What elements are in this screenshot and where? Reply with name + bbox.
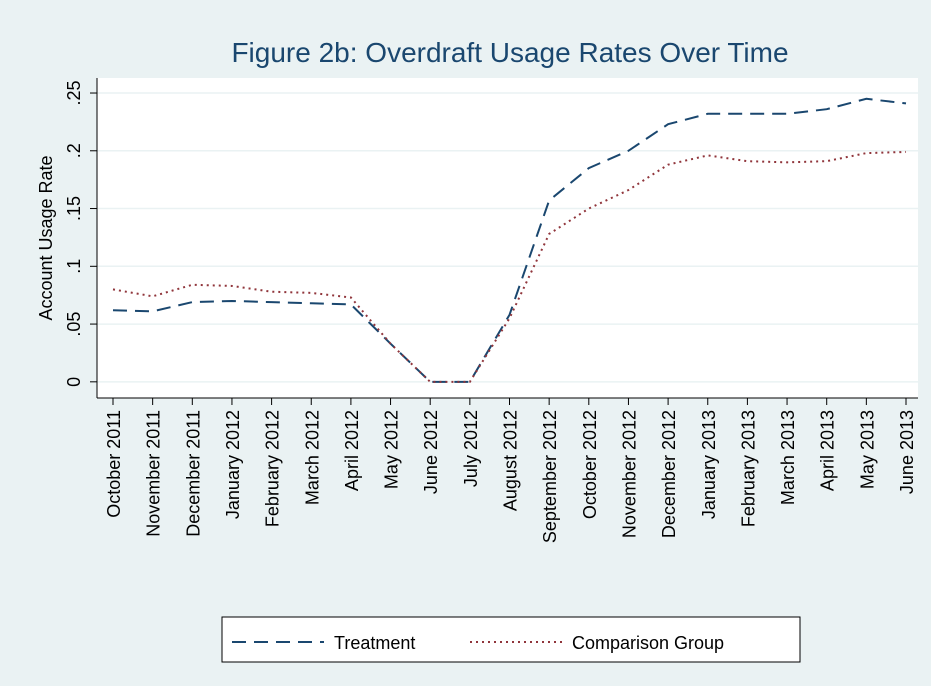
y-axis-label: Account Usage Rate — [36, 155, 56, 320]
y-tick-label: .15 — [64, 196, 84, 221]
x-tick-label: May 2012 — [382, 410, 402, 489]
y-tick-label: .2 — [64, 143, 84, 158]
x-tick-label: September 2012 — [540, 410, 560, 543]
x-tick-label: December 2011 — [183, 410, 203, 537]
y-tick-label: .25 — [64, 81, 84, 106]
legend-label: Comparison Group — [572, 633, 724, 653]
y-tick-label: .1 — [64, 259, 84, 274]
x-tick-label: March 2013 — [778, 410, 798, 505]
x-tick-label: August 2012 — [501, 410, 521, 511]
x-tick-label: October 2012 — [580, 410, 600, 519]
x-tick-label: June 2012 — [421, 410, 441, 494]
x-tick-label: April 2012 — [342, 410, 362, 491]
x-tick-label: November 2011 — [144, 410, 164, 537]
x-tick-label: June 2013 — [897, 410, 917, 494]
y-tick-label: 0 — [64, 377, 84, 387]
x-tick-label: January 2013 — [699, 410, 719, 519]
x-tick-label: July 2012 — [461, 410, 481, 487]
x-tick-label: April 2013 — [818, 410, 838, 491]
x-tick-label: January 2012 — [223, 410, 243, 519]
series-line — [112, 97, 907, 383]
x-tick-label: November 2012 — [619, 410, 639, 538]
x-tick-label: May 2013 — [857, 410, 877, 489]
chart-title: Figure 2b: Overdraft Usage Rates Over Ti… — [231, 37, 788, 68]
x-tick-label: February 2012 — [263, 410, 283, 527]
x-tick-label: February 2013 — [738, 410, 758, 527]
x-tick-label: December 2012 — [659, 410, 679, 538]
y-tick-label: .05 — [64, 312, 84, 337]
legend-label: Treatment — [334, 633, 415, 653]
x-tick-label: October 2011 — [104, 410, 124, 518]
x-tick-label: March 2012 — [302, 410, 322, 505]
legend — [221, 616, 801, 663]
plot-area — [97, 78, 918, 398]
